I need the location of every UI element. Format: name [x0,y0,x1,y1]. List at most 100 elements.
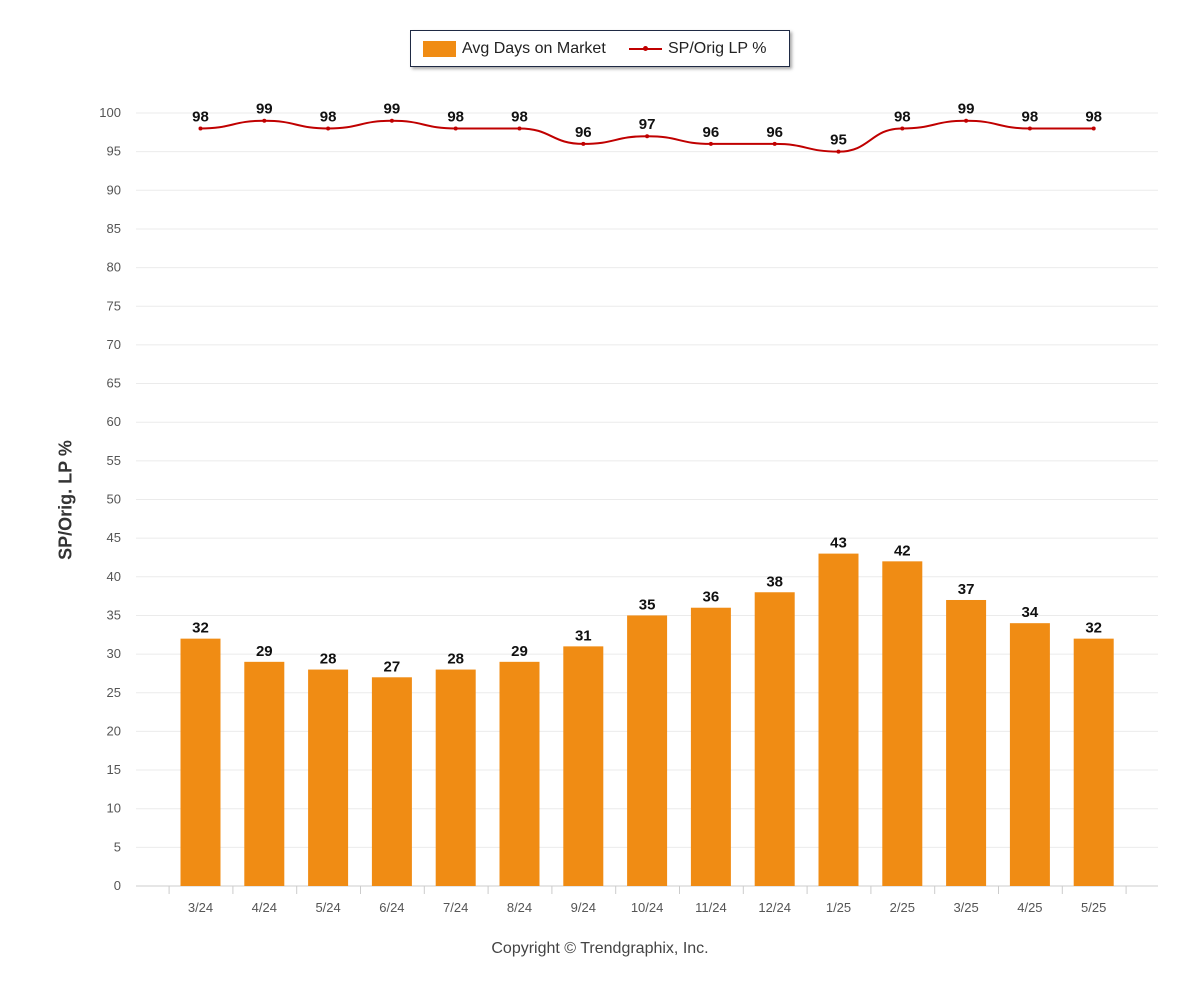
bar[interactable] [308,669,349,886]
bar[interactable] [882,561,923,886]
line-data-label: 98 [320,108,337,125]
x-tick-label: 2/25 [890,900,915,915]
y-tick-label: 15 [107,762,121,777]
line-data-label: 98 [447,108,464,125]
line-point[interactable] [1091,126,1096,131]
x-tick-label: 6/24 [379,900,404,915]
bar-data-label: 27 [384,658,401,675]
x-tick-label: 12/24 [758,900,791,915]
line-point[interactable] [708,141,713,146]
y-tick-label: 55 [107,453,121,468]
bar[interactable] [1073,638,1114,886]
x-tick-label: 5/25 [1081,900,1106,915]
bar-data-label: 38 [766,573,783,590]
legend-label-bar: Avg Days on Market [462,39,606,57]
bar[interactable] [754,592,795,886]
legend-swatch-line [629,45,662,51]
x-tick-label: 9/24 [571,900,596,915]
y-tick-label: 10 [107,801,121,816]
x-tick-label: 11/24 [695,900,727,915]
legend-item-bar[interactable]: Avg Days on Market [423,31,606,66]
y-tick-label: 0 [114,878,121,893]
line-data-label: 95 [830,132,847,149]
bar[interactable] [818,553,859,886]
bar-data-label: 32 [1085,620,1102,637]
y-tick-label: 100 [99,105,121,120]
line-point[interactable] [453,126,458,131]
bar[interactable] [180,638,221,886]
y-tick-label: 50 [107,492,121,507]
line-point[interactable] [645,134,650,139]
line-point[interactable] [1027,126,1032,131]
line-point[interactable] [262,118,267,123]
bar-data-label: 32 [192,620,209,637]
bar-data-label: 28 [320,651,337,668]
line-point[interactable] [900,126,905,131]
x-tick-label: 8/24 [507,900,532,915]
y-tick-label: 70 [107,337,121,352]
bar[interactable] [371,677,412,886]
bar[interactable] [627,615,668,886]
x-tick-label: 3/24 [188,900,213,915]
line-points [198,118,1096,154]
line-data-label: 98 [192,108,209,125]
bar[interactable] [563,646,604,886]
line-data-labels: 98 99 98 99 98 98 96 97 96 96 95 98 99 98 98 [192,101,1102,149]
bar[interactable] [946,599,987,886]
legend: Avg Days on Market SP/Orig LP % [410,30,790,67]
y-tick-label: 60 [107,414,121,429]
line-point[interactable] [326,126,331,131]
x-tick-label: 5/24 [315,900,340,915]
line-data-label: 98 [511,108,528,125]
line-data-label: 96 [703,124,720,141]
gridlines [136,112,1158,848]
y-tick-label: 35 [107,607,121,622]
x-axis-ticks: 3/24 4/24 5/24 6/24 7/24 8/24 9/24 10/24 11/24 12… [168,886,1127,915]
line-point[interactable] [517,126,522,131]
line-point[interactable] [772,141,777,146]
copyright: Copyright © Trendgraphix, Inc. [491,940,709,957]
y-tick-label: 20 [107,723,121,738]
line-point[interactable] [198,126,203,131]
y-tick-label: 65 [107,376,121,391]
line-data-label: 99 [384,101,401,118]
line-data-label: 98 [1022,108,1039,125]
x-tick-label: 4/25 [1017,900,1042,915]
y-tick-label: 30 [107,646,121,661]
bar-data-label: 29 [511,643,528,660]
bar[interactable] [244,661,285,886]
y-tick-label: 85 [107,221,121,236]
x-tick-label: 7/24 [443,900,468,915]
bar[interactable] [1009,623,1050,886]
bar-data-label: 42 [894,542,911,559]
bar-data-labels: 32 29 28 27 28 29 31 35 36 38 43 42 37 34 32 [192,535,1102,676]
bar-data-label: 37 [958,581,975,598]
line-data-label: 98 [894,108,911,125]
bar-data-label: 29 [256,643,273,660]
line-point[interactable] [836,149,841,154]
legend-label-line: SP/Orig LP % [668,39,767,57]
line-data-label: 99 [256,101,273,118]
line-point[interactable] [389,118,394,123]
line-point[interactable] [581,141,586,146]
line-point[interactable] [964,118,969,123]
y-tick-label: 95 [107,144,121,159]
y-axis-title: SP/Orig. LP % [55,440,76,560]
bar-data-label: 35 [639,596,656,613]
y-tick-label: 5 [114,839,121,854]
y-axis-ticks: 0 5 10 15 20 25 30 35 40 45 50 55 60 65 70 75 80 85 90 95 10… [99,105,121,893]
x-tick-label: 3/25 [953,900,978,915]
x-tick-label: 4/24 [252,900,277,915]
bar-data-label: 43 [830,535,847,552]
line-data-label: 96 [575,124,592,141]
y-tick-label: 90 [107,182,121,197]
y-tick-label: 75 [107,298,121,313]
line-data-label: 96 [766,124,783,141]
bar[interactable] [435,669,476,886]
y-tick-label: 45 [107,530,121,545]
bar[interactable] [690,607,731,886]
legend-item-line[interactable]: SP/Orig LP % [629,31,766,66]
bar[interactable] [499,661,540,886]
y-tick-label: 40 [107,569,121,584]
